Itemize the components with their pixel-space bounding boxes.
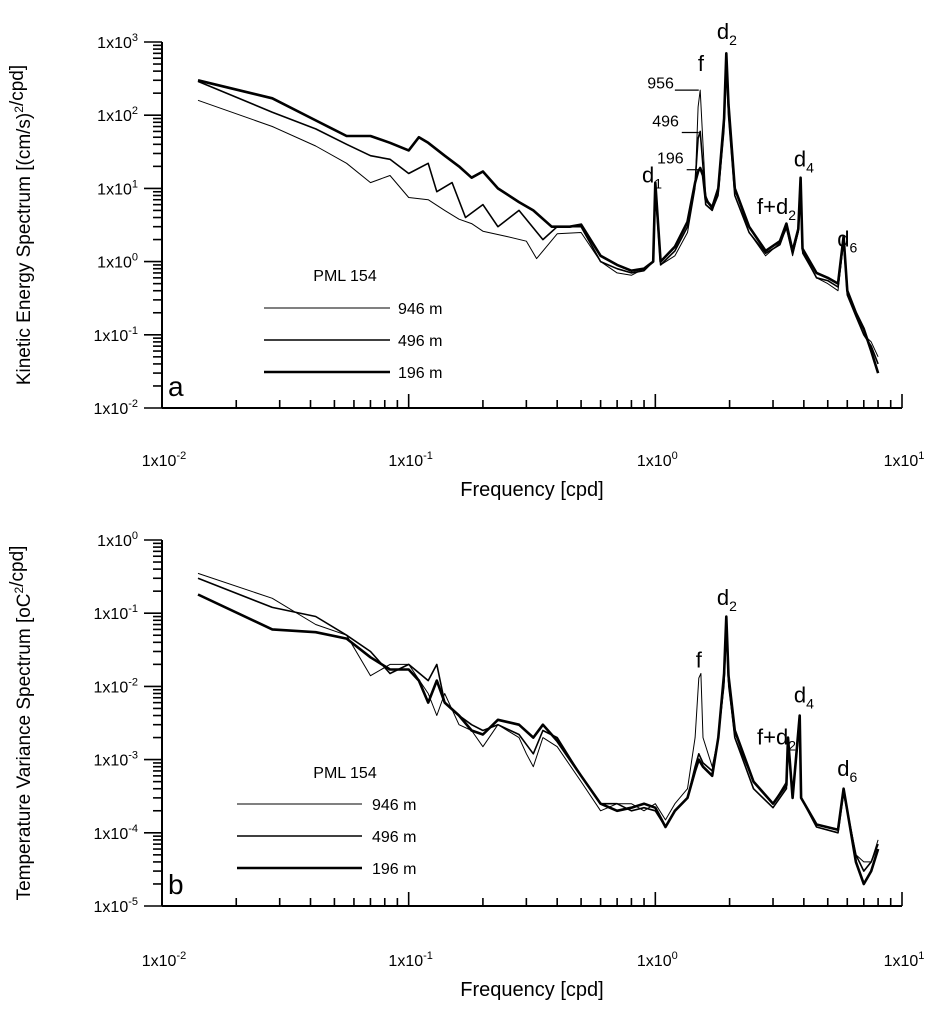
annotation-label: d1 [642,163,662,192]
y-tick-label: 1x101 [97,178,138,198]
series-line-946-m [197,63,879,358]
y-tick-label: 1x103 [97,32,138,52]
x-tick-label: 1x101 [884,950,925,970]
x-axis-title: Frequency [cpd] [460,479,603,501]
annotation-label: f+d2 [757,194,796,223]
legend-title: PML 154 [313,268,377,285]
y-tick-label: 1x10-1 [94,325,138,345]
annotation-label: d2 [717,19,737,48]
y-axis-title: Kinetic Energy Spectrum [(cm/s)2/cpd] [7,65,35,385]
y-tick-label: 1x10-2 [94,398,138,418]
legend-entry: 946 m [372,797,416,814]
y-tick-label: 1x10-5 [94,896,138,916]
y-axis-title: Temperature Variance Spectrum [oC2/cpd] [7,546,35,901]
panel-label: b [168,869,184,900]
series-line-196-m [197,593,880,886]
x-tick-label: 1x101 [884,450,925,470]
panel-b: 1x10-2 1x10-1 1x100 1x101 1x10-5 1x10-4 1x10-3… [7,530,924,1001]
y-tick-label: 1x100 [97,530,138,550]
y-tick-label: 1x10-3 [94,750,138,770]
annotation-label: f+d2 [757,725,796,754]
x-tick-label: 1x10-2 [142,450,186,470]
x-tick-label: 1x100 [637,950,678,970]
annotation-label: f [698,51,705,76]
legend-entry: 496 m [372,829,416,846]
legend-entry: 946 m [398,301,442,318]
legend: PML 154 946 m 496 m 196 m [237,765,416,878]
legend-title: PML 154 [313,765,377,782]
panel-a: 1x10-2 1x10-1 1x100 1x101 1x10-2 1x10-1 1x100 1… [7,19,924,501]
series-line-496-m [197,57,879,365]
annotation-label: 956 [647,76,674,93]
annotation-label: 196 [657,150,684,167]
legend-entry: 496 m [398,333,442,350]
annotation-label: d6 [837,227,857,256]
annotation-label: d6 [837,756,857,785]
panel-label: a [168,371,184,402]
x-tick-label: 1x10-1 [388,450,432,470]
x-tick-label: 1x10-2 [142,950,186,970]
annotation-label: d4 [794,146,814,175]
y-tick-label: 1x10-4 [94,823,138,843]
y-tick-label: 1x10-1 [94,603,138,623]
annotation-label: f [696,648,703,673]
legend-entry: 196 m [398,365,442,382]
series-line-196-m [197,52,880,374]
x-axis-title: Frequency [cpd] [460,979,603,1001]
y-tick-label: 1x102 [97,105,138,125]
y-tick-label: 1x100 [97,252,138,272]
y-tick-label: 1x10-2 [94,676,138,696]
x-tick-label: 1x100 [637,450,678,470]
x-tick-label: 1x10-1 [388,950,432,970]
series-line-946-m [197,572,879,863]
legend: PML 154 946 m 496 m 196 m [264,268,442,382]
annotation-label: 496 [652,114,679,131]
annotation-label: d4 [794,683,814,712]
legend-entry: 196 m [372,861,416,878]
annotation-label: d2 [717,585,737,614]
